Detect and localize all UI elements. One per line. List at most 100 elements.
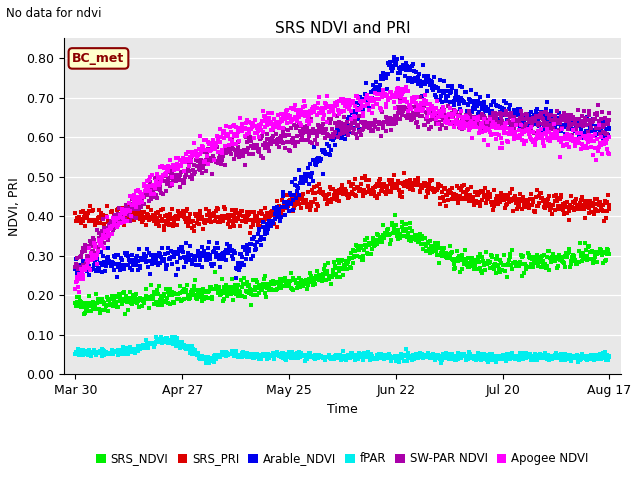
Point (189, 349, 200, 357)
Point (525, 133, 535, 141)
Point (127, 195, 138, 203)
Point (540, 351, 550, 359)
Point (83, 262, 93, 270)
Point (70, 263, 81, 271)
Point (550, 206, 561, 214)
Point (602, 119, 612, 126)
Point (434, 181, 444, 189)
Point (113, 217, 124, 225)
Point (578, 144, 588, 152)
Point (77, 346, 88, 353)
Point (218, 130, 228, 137)
Point (328, 134, 339, 142)
Point (460, 114, 470, 122)
Point (529, 129, 539, 137)
Point (345, 354, 355, 361)
Point (492, 136, 502, 144)
Point (273, 122, 284, 130)
Point (511, 260, 521, 267)
Point (106, 217, 116, 225)
Point (371, 241, 381, 249)
Point (303, 164, 313, 171)
Point (496, 260, 506, 267)
Point (547, 122, 557, 130)
Point (116, 254, 126, 262)
Point (471, 200, 481, 207)
Point (577, 249, 588, 257)
Point (552, 116, 563, 124)
Point (323, 196, 333, 204)
Point (84, 252, 94, 260)
Point (584, 107, 594, 115)
Point (419, 78, 429, 85)
Point (291, 284, 301, 292)
Point (313, 154, 323, 162)
Point (164, 221, 174, 228)
Point (117, 213, 127, 221)
Point (372, 100, 382, 108)
Point (385, 114, 395, 121)
Point (458, 256, 468, 264)
Point (358, 356, 368, 364)
Point (192, 219, 202, 227)
Point (431, 248, 441, 255)
Point (328, 130, 339, 137)
Point (208, 210, 218, 217)
Point (89, 347, 99, 354)
Point (515, 124, 525, 132)
Point (128, 194, 138, 202)
Point (209, 155, 219, 163)
Point (561, 352, 572, 360)
Point (529, 137, 539, 144)
Point (302, 172, 312, 180)
Point (83, 252, 93, 260)
Point (295, 283, 305, 291)
Point (333, 129, 344, 137)
Point (533, 122, 543, 130)
Point (391, 182, 401, 190)
Point (499, 192, 509, 199)
Point (127, 201, 138, 209)
Point (108, 214, 118, 221)
Point (376, 105, 386, 113)
Point (387, 184, 397, 192)
Point (108, 302, 118, 310)
Point (594, 248, 604, 256)
Point (394, 98, 404, 106)
Point (601, 130, 611, 138)
Point (577, 193, 587, 201)
Point (534, 254, 544, 262)
Point (244, 240, 255, 248)
Point (553, 117, 563, 124)
Point (181, 218, 191, 226)
Point (434, 118, 444, 126)
Point (344, 113, 354, 120)
Point (202, 156, 212, 164)
Point (174, 295, 184, 303)
Point (333, 197, 344, 204)
Point (170, 248, 180, 255)
Point (573, 131, 584, 139)
Point (342, 353, 352, 360)
Point (588, 132, 598, 140)
Point (389, 226, 399, 233)
Point (506, 261, 516, 268)
Point (449, 265, 459, 273)
Point (510, 192, 520, 199)
Point (377, 352, 387, 360)
Point (207, 262, 217, 269)
Point (98, 211, 108, 218)
Point (426, 77, 436, 85)
Point (509, 106, 519, 114)
Point (436, 108, 447, 116)
Point (505, 356, 515, 363)
Point (284, 281, 294, 289)
Point (124, 202, 134, 209)
Point (484, 126, 494, 133)
Point (339, 265, 349, 273)
Point (516, 197, 526, 204)
Point (211, 352, 221, 360)
Point (375, 354, 385, 362)
Point (419, 96, 429, 104)
Point (259, 350, 269, 358)
